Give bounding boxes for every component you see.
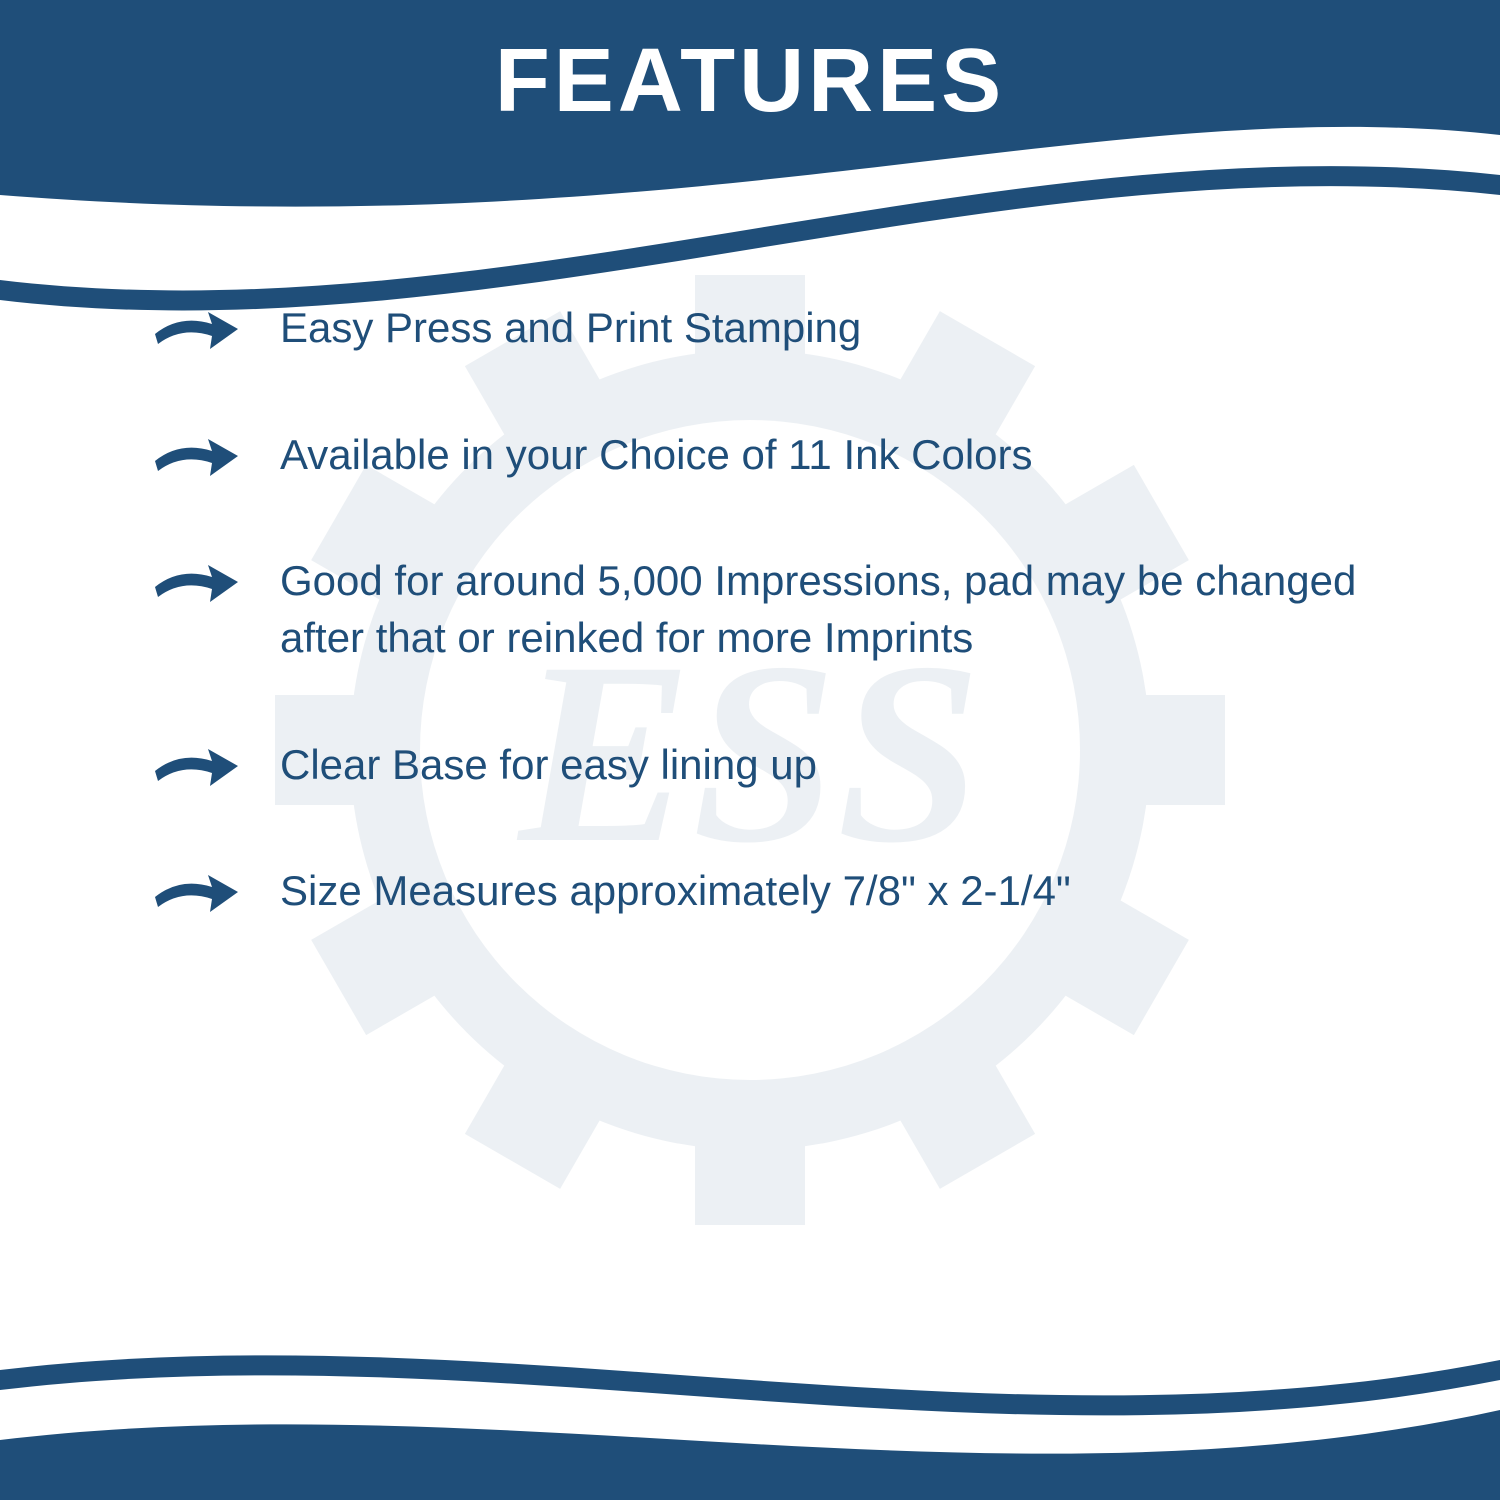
list-item: Good for around 5,000 Impressions, pad m… xyxy=(150,553,1400,666)
feature-text: Available in your Choice of 11 Ink Color… xyxy=(280,427,1033,484)
list-item: Clear Base for easy lining up xyxy=(150,737,1400,794)
list-item: Available in your Choice of 11 Ink Color… xyxy=(150,427,1400,484)
feature-text: Good for around 5,000 Impressions, pad m… xyxy=(280,553,1400,666)
arrow-right-icon xyxy=(150,304,240,354)
arrow-right-icon xyxy=(150,431,240,481)
footer-wave xyxy=(0,1300,1500,1500)
arrow-right-icon xyxy=(150,557,240,607)
arrow-right-icon xyxy=(150,867,240,917)
features-title: FEATURES xyxy=(0,30,1500,133)
list-item: Easy Press and Print Stamping xyxy=(150,300,1400,357)
arrow-right-icon xyxy=(150,741,240,791)
feature-text: Size Measures approximately 7/8" x 2-1/4… xyxy=(280,863,1071,920)
feature-list: Easy Press and Print Stamping Available … xyxy=(150,300,1400,920)
feature-text: Easy Press and Print Stamping xyxy=(280,300,861,357)
list-item: Size Measures approximately 7/8" x 2-1/4… xyxy=(150,863,1400,920)
feature-text: Clear Base for easy lining up xyxy=(280,737,817,794)
